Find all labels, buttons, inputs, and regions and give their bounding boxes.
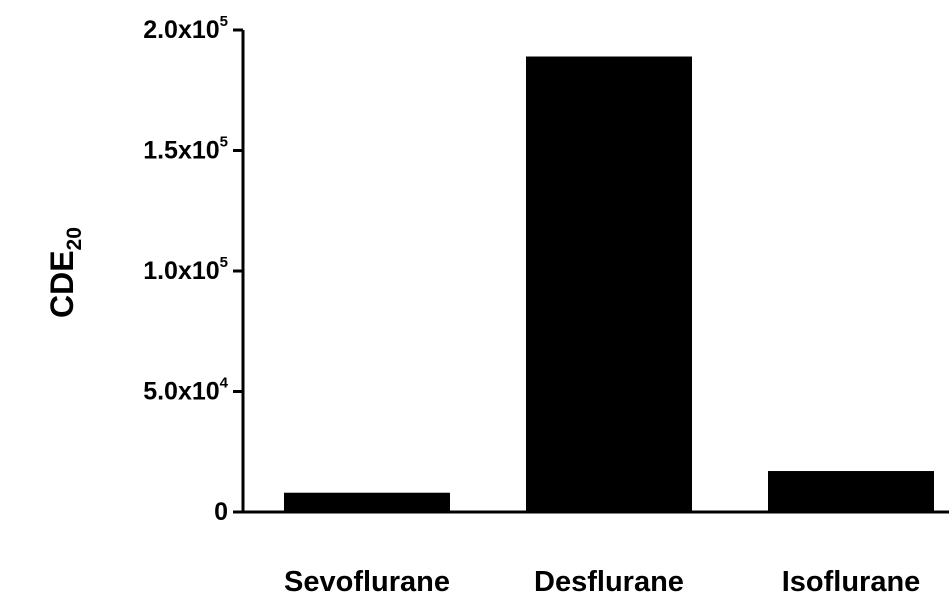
y-tick-label: 0 — [214, 498, 228, 526]
y-tick-mantissa: 2.0x10 — [143, 16, 219, 44]
x-tick-label: Isoflurane — [782, 566, 921, 598]
y-axis-label: CDE20 — [44, 227, 86, 318]
bars — [284, 56, 934, 512]
y-tick-exponent: 5 — [220, 254, 228, 271]
y-tick-exponent: 5 — [220, 13, 228, 30]
y-tick-mantissa: 5.0x10 — [143, 378, 219, 406]
bar-desflurane — [526, 56, 692, 512]
y-tick-exponent: 5 — [220, 134, 228, 151]
y-tick-mantissa: 1.5x10 — [143, 137, 219, 165]
y-tick-exponent: 4 — [220, 375, 229, 392]
y-tick-label: 1.0x105 — [143, 254, 228, 285]
bar-sevoflurane — [284, 492, 450, 512]
y-axis-title-base: CDE — [44, 250, 80, 318]
x-axis-tick-labels: Sevoflurane Desflurane Isoflurane — [284, 566, 920, 598]
y-tick-label: 5.0x104 — [143, 375, 228, 406]
y-tick-mantissa: 1.0x10 — [143, 257, 219, 285]
y-axis-title: CDE20 — [44, 227, 86, 318]
y-tick-mantissa: 0 — [214, 498, 228, 526]
y-tick-label: 1.5x105 — [143, 134, 228, 165]
x-tick-label: Desflurane — [534, 566, 684, 598]
y-tick-label: 2.0x105 — [143, 13, 228, 44]
x-tick-label: Sevoflurane — [284, 566, 450, 598]
y-axis-title-subscript: 20 — [63, 227, 86, 250]
bar-isoflurane — [768, 471, 934, 512]
